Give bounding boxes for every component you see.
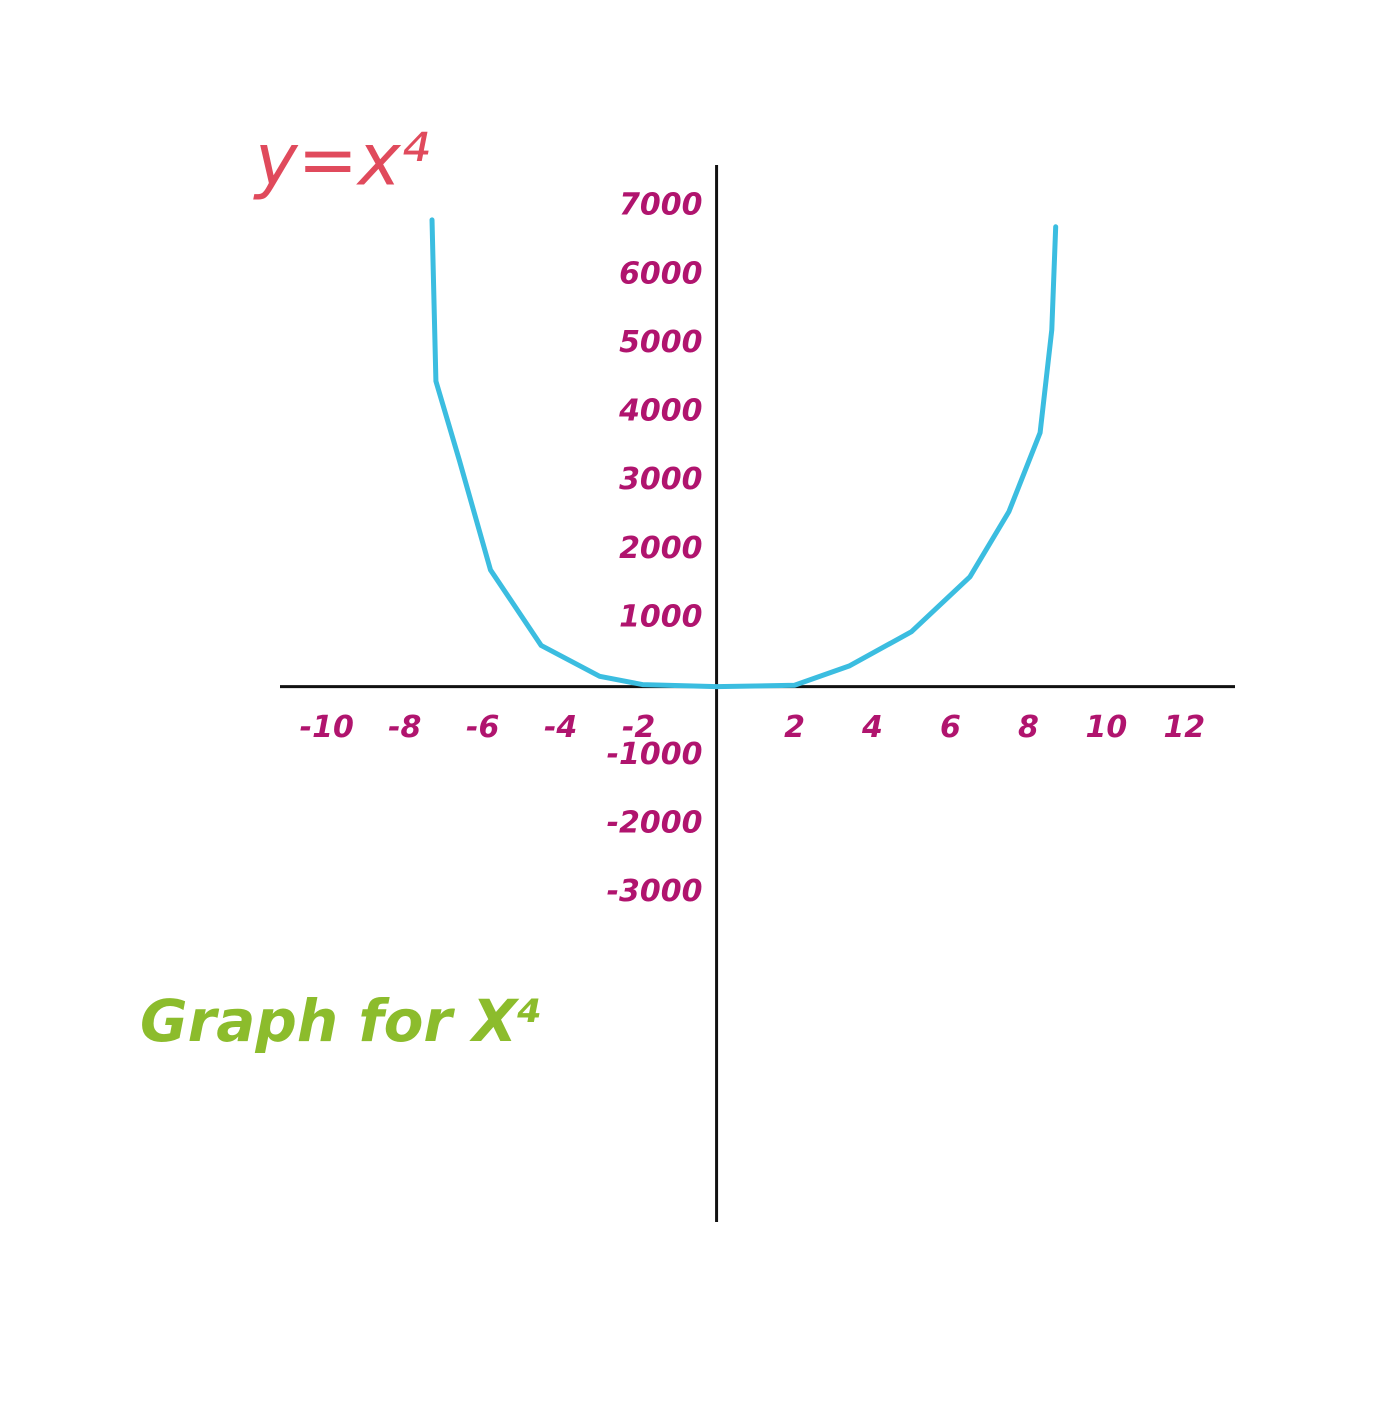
- x-tick-label: -6: [466, 710, 499, 745]
- y-tick-label: 7000: [619, 188, 703, 223]
- x-tick-label: -2: [622, 710, 655, 745]
- y-tick-label: 1000: [619, 600, 703, 635]
- y-tick-label: 5000: [619, 325, 703, 360]
- x-tick-label: 8: [1018, 710, 1039, 745]
- x-tick-label: -10: [300, 710, 354, 745]
- curve: [429, 217, 1059, 690]
- y-tick-label: 6000: [619, 256, 703, 291]
- y-tick-label: 3000: [619, 462, 703, 497]
- x-tick-label: 6: [940, 710, 961, 745]
- y-tick-label: -2000: [607, 805, 703, 840]
- y-tick-label: 2000: [619, 531, 703, 566]
- x-tick-label: 2: [784, 710, 805, 745]
- x-tick-label: 12: [1163, 710, 1205, 745]
- x-tick-label: 4: [861, 710, 883, 745]
- x-tick-label: -8: [388, 710, 421, 745]
- y-tick-label: -3000: [607, 874, 703, 909]
- chart-caption: Graph for X⁴: [140, 987, 542, 1055]
- y-tick-label: -1000: [607, 737, 703, 772]
- y-tick-label: 4000: [618, 394, 703, 429]
- x-tick-label: -4: [544, 710, 577, 745]
- x-tick-label: 10: [1085, 710, 1127, 745]
- chart-title: y=x⁴: [253, 118, 430, 202]
